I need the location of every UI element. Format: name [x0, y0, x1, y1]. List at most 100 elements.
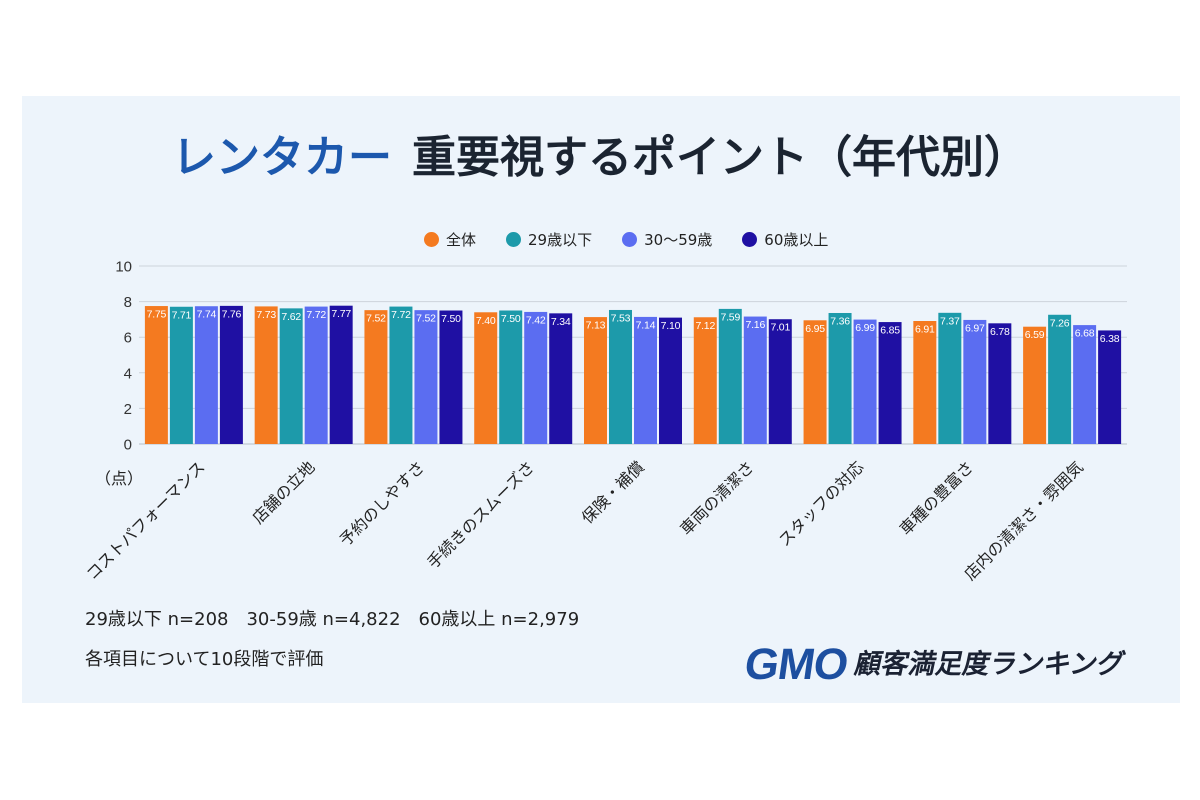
bar-3-3 [414, 310, 438, 444]
bar-group-2: 7.73 7.62 7.72 7.77 [254, 305, 353, 444]
data-label-8-1: 6.91 [915, 324, 935, 336]
data-label-4-2: 7.50 [501, 313, 521, 325]
bar-4-2 [499, 310, 523, 444]
legend-item-over-60: 60歳以上 [742, 229, 828, 250]
bar-7-2 [828, 312, 852, 444]
data-label-2-4: 7.77 [331, 308, 351, 320]
bar-group-5: 7.13 7.53 7.14 7.10 [584, 309, 682, 444]
bar-6-2 [718, 308, 742, 444]
bar-7-4 [878, 322, 902, 444]
data-label-4-1: 7.40 [476, 315, 496, 327]
bar-1-3 [194, 306, 218, 444]
y-axis-label: （点） [95, 470, 143, 488]
data-label-3-2: 7.72 [391, 309, 411, 321]
bar-6-1 [693, 317, 717, 444]
legend-swatch-30-59 [622, 231, 638, 247]
data-label-1-1: 7.75 [147, 309, 167, 321]
legend: 全体 29歳以下 30〜59歳 60歳以上 [424, 228, 858, 250]
logo-mark: GMO [741, 640, 851, 689]
gridlines [139, 265, 1127, 445]
gmo-ranking-logo: GMO 顧客満足度ランキング [741, 640, 1128, 689]
bar-4-3 [524, 311, 548, 444]
data-label-3-3: 7.52 [416, 313, 436, 325]
legend-swatch-all [424, 231, 439, 247]
legend-item-30-59: 30〜59歳 [622, 229, 712, 250]
data-label-3-4: 7.50 [441, 313, 461, 325]
bar-3-2 [389, 306, 413, 444]
bar-5-2 [609, 309, 632, 444]
bar-9-2 [1048, 314, 1072, 444]
category-label-5: 保険・補償 [579, 458, 648, 527]
data-label-6-3: 7.16 [745, 319, 765, 331]
bar-2-3 [304, 306, 328, 444]
category-label-2: 店舗の立地 [249, 458, 318, 527]
legend-item-all: 全体 [424, 229, 476, 250]
data-label-2-1: 7.73 [256, 309, 276, 321]
legend-swatch-over-60 [742, 231, 758, 247]
legend-label-under-29: 29歳以下 [528, 230, 593, 249]
data-label-7-4: 6.85 [880, 325, 900, 337]
category-label-3: 予約のしやすさ [336, 458, 428, 550]
data-label-1-3: 7.74 [197, 309, 217, 321]
data-label-8-2: 7.37 [940, 315, 960, 327]
bar-6-3 [743, 316, 767, 444]
title-accent: レンタカー [172, 132, 392, 183]
data-label-5-2: 7.53 [611, 312, 631, 324]
sample-size-note: 29歳以下 n=208 30-59歳 n=4,822 60歳以上 n=2,979 [85, 609, 580, 630]
y-tick-label-10: 10 [115, 259, 132, 276]
bar-2-2 [279, 308, 303, 444]
data-label-1-4: 7.76 [222, 308, 242, 320]
bar-6-4 [768, 319, 792, 444]
chart-title: レンタカー 重要視するポイント（年代別） [172, 133, 1028, 183]
data-label-7-1: 6.95 [805, 323, 825, 335]
bar-group-7: 6.95 7.36 6.99 6.85 [803, 312, 902, 444]
bar-4-4 [549, 313, 573, 444]
y-tick-label-2: 2 [124, 401, 132, 418]
data-label-2-2: 7.62 [281, 311, 301, 323]
y-tick-label-8: 8 [124, 294, 132, 311]
data-label-7-3: 6.99 [855, 322, 875, 334]
data-label-6-1: 7.12 [695, 320, 715, 332]
rating-scale-note: 各項目について10段階で評価 [85, 649, 324, 670]
data-label-5-4: 7.10 [661, 320, 681, 332]
data-label-6-2: 7.59 [720, 311, 740, 323]
data-label-5-3: 7.14 [636, 319, 656, 331]
data-label-9-4: 6.38 [1100, 333, 1120, 345]
y-axis-ticks: 0 2 4 6 8 10 [115, 259, 132, 454]
bar-7-3 [853, 319, 877, 444]
category-label-9: 店内の清潔さ・雰囲気 [961, 458, 1087, 584]
legend-swatch-under-29 [506, 231, 522, 247]
category-label-7: スタッフの対応 [775, 458, 867, 550]
category-label-4: 手続きのスムーズさ [424, 458, 538, 572]
bar-1-2 [169, 306, 193, 444]
data-label-4-3: 7.42 [526, 314, 546, 326]
data-label-2-3: 7.72 [306, 309, 326, 321]
bar-8-3 [963, 319, 987, 444]
y-tick-label-6: 6 [124, 330, 132, 347]
data-label-9-2: 7.26 [1050, 317, 1070, 329]
logo-text: 顧客満足度ランキング [851, 649, 1128, 680]
legend-label-all: 全体 [446, 230, 477, 249]
bar-3-1 [364, 310, 388, 444]
bar-9-3 [1073, 325, 1097, 444]
bar-group-4: 7.40 7.50 7.42 7.34 [474, 310, 573, 444]
bar-5-1 [584, 317, 607, 444]
data-label-5-1: 7.13 [586, 320, 606, 332]
bar-5-3 [634, 316, 657, 444]
data-label-3-1: 7.52 [366, 313, 386, 325]
data-label-7-2: 7.36 [830, 315, 850, 327]
bar-9-1 [1023, 326, 1047, 444]
data-label-4-4: 7.34 [551, 316, 571, 328]
legend-label-30-59: 30〜59歳 [644, 230, 713, 249]
bar-group-6: 7.12 7.59 7.16 7.01 [693, 308, 792, 444]
data-label-9-1: 6.59 [1025, 329, 1045, 341]
bar-8-4 [988, 323, 1012, 444]
data-label-8-3: 6.97 [965, 322, 985, 334]
data-label-8-4: 6.78 [990, 326, 1010, 338]
legend-label-over-60: 60歳以上 [764, 230, 829, 249]
bar-8-1 [913, 321, 937, 444]
data-label-6-4: 7.01 [770, 322, 790, 334]
bar-9-4 [1098, 330, 1122, 444]
bar-7-1 [803, 320, 827, 444]
